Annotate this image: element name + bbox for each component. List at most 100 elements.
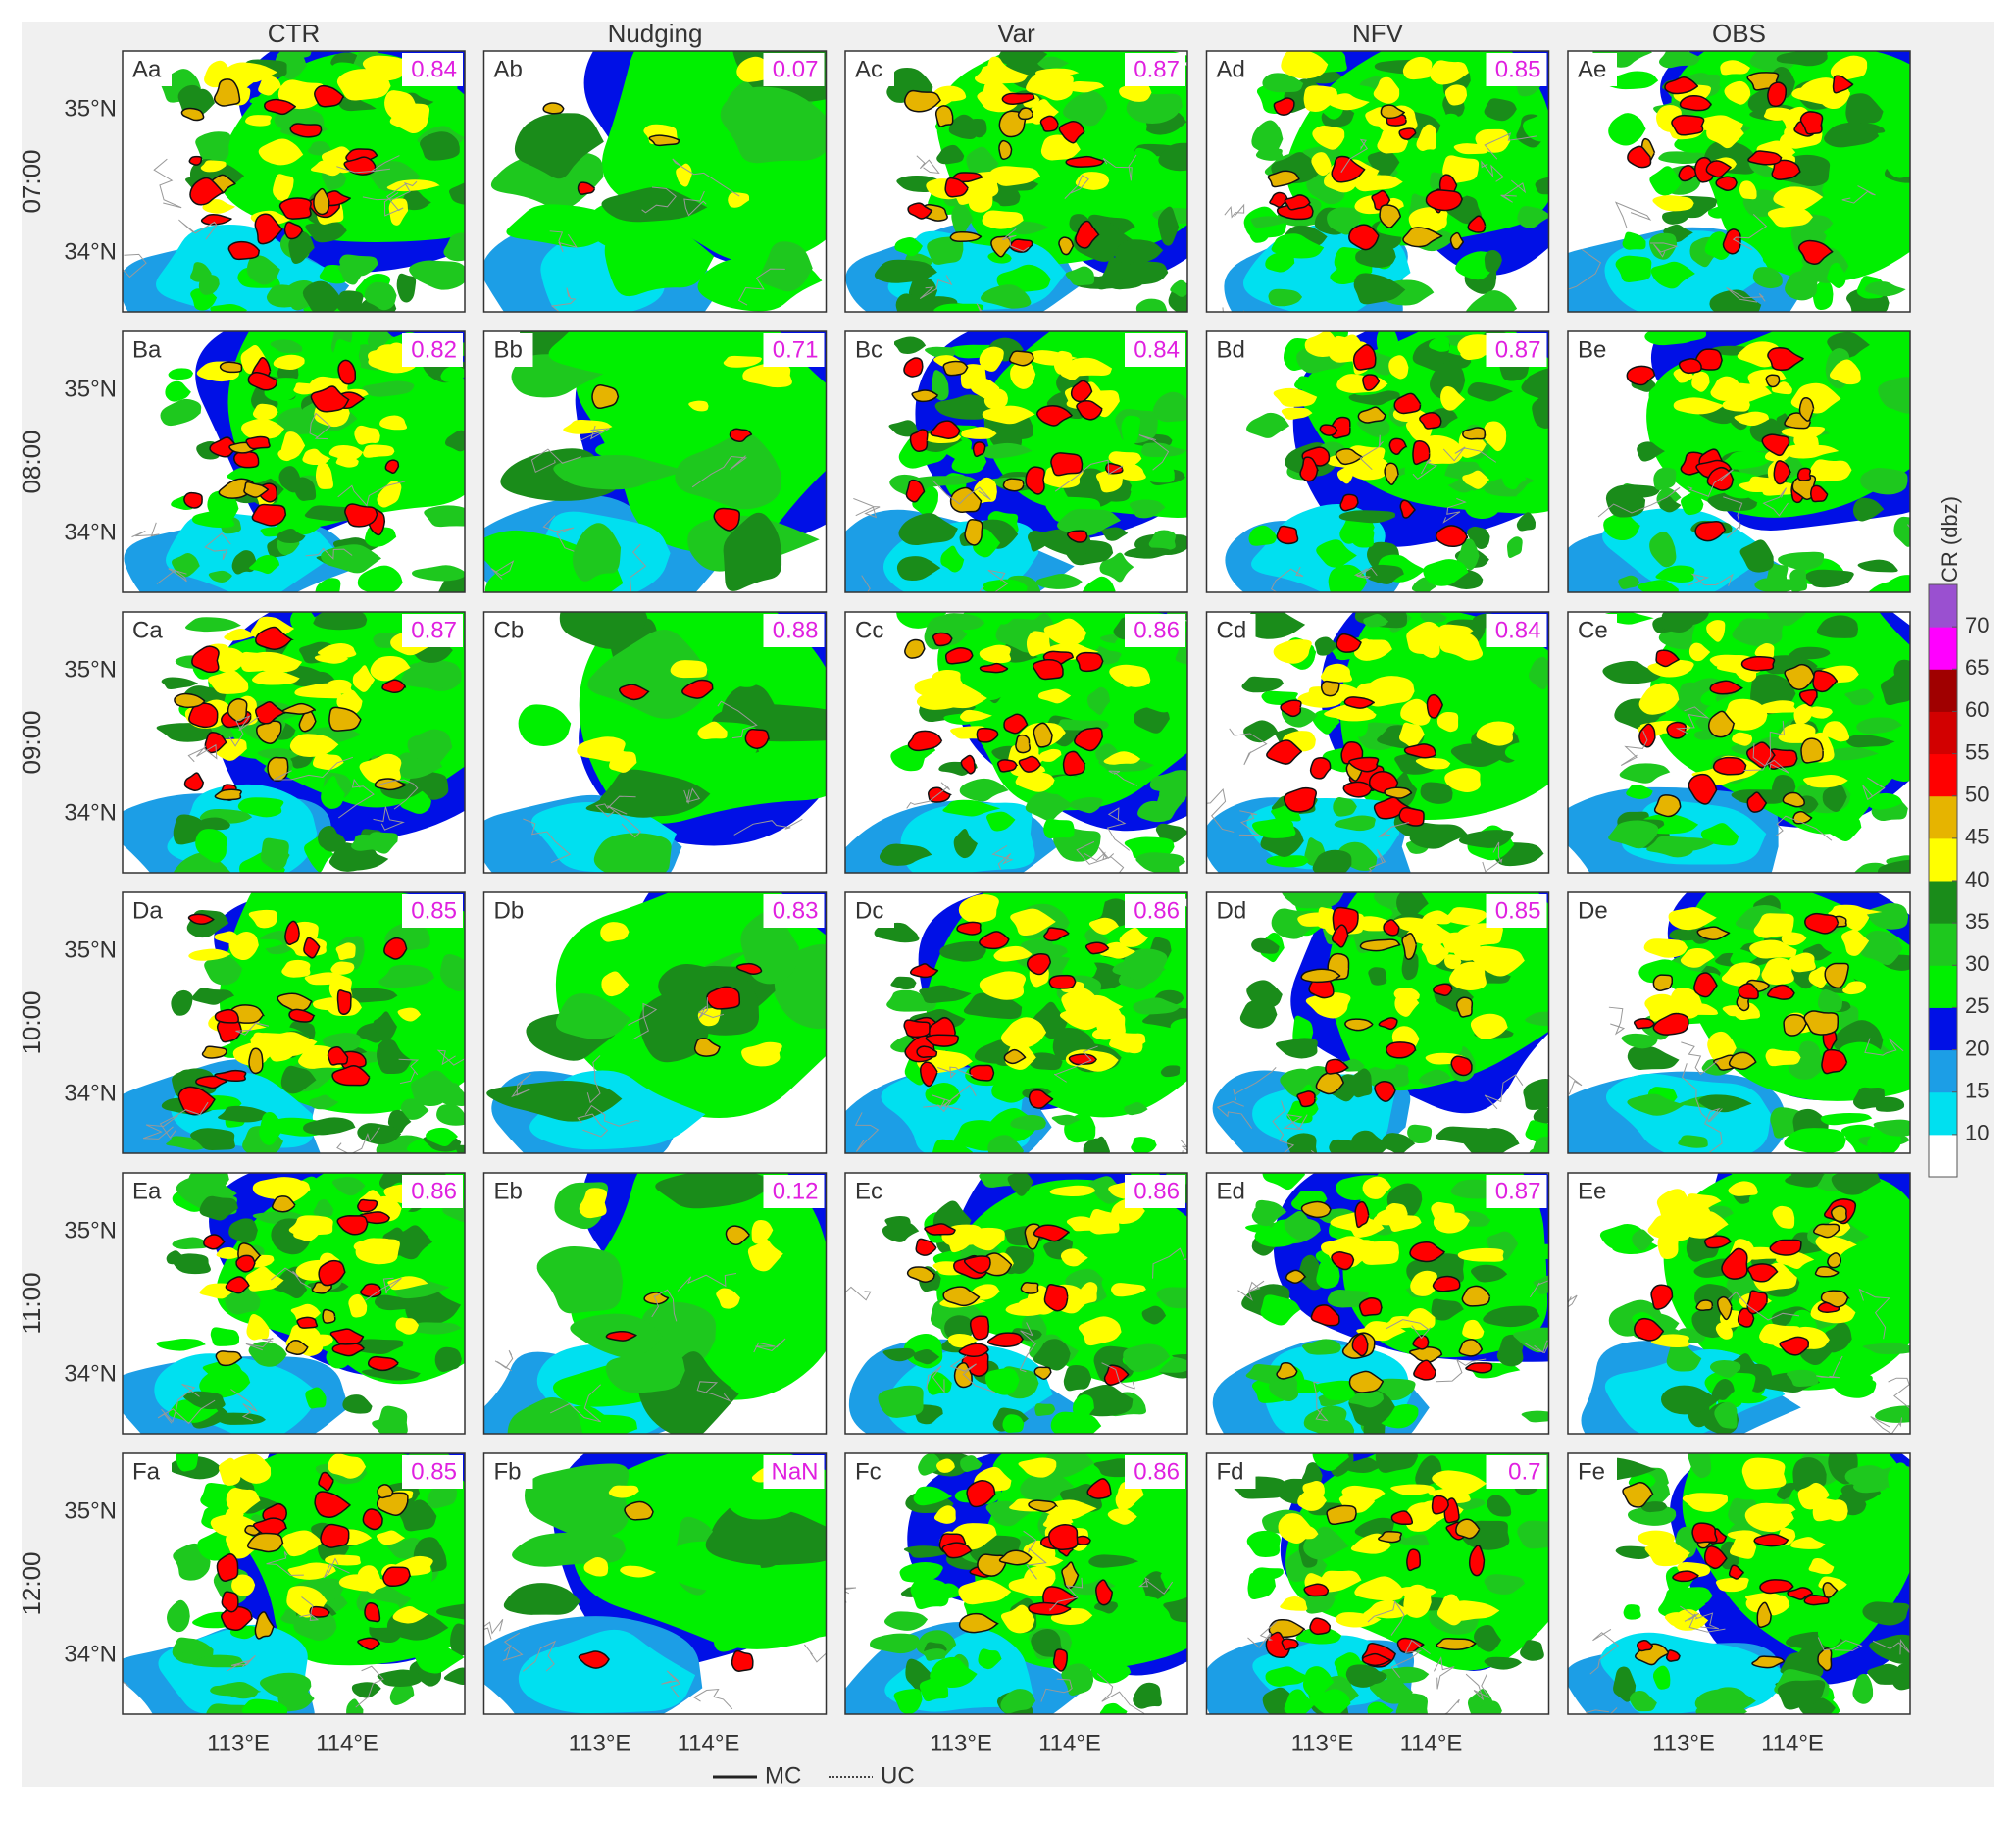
echo-area [1262,73,1304,93]
echo-area [235,1254,256,1273]
score-box [1125,614,1185,647]
echo-area [1246,412,1290,438]
echo-area [1822,783,1847,812]
echo-area [328,845,389,871]
echo-area [434,1346,462,1372]
county-boundary [916,155,940,175]
echo-area [1408,207,1448,233]
score-box [1486,333,1547,367]
echo-area [1867,902,1909,930]
echo-area [1297,912,1339,927]
score: 0.86 [1134,897,1180,924]
county-boundary [1040,1678,1073,1702]
panel-frame [122,1172,466,1435]
echo-area [1652,1665,1671,1690]
echo-area [1638,723,1656,748]
echo-area [414,1640,465,1674]
echo-area [1028,1499,1059,1513]
echo-area [277,992,314,1012]
echo-area [1034,1403,1056,1417]
echo-area [1444,954,1462,970]
county-boundary [266,1551,304,1576]
panel-label: Bc [855,336,882,363]
echo-area [1323,1074,1360,1102]
echo-area [1133,1682,1162,1709]
echo-area [1832,75,1854,94]
echo-area [1399,722,1425,748]
echo-area [958,893,999,923]
echo-area [1422,910,1453,925]
panel-label-box [1570,333,1617,367]
echo-area [407,729,453,768]
echo-area [729,428,753,442]
echo-area [1506,150,1544,184]
echo-area [514,113,604,179]
echo-area [1409,822,1469,849]
colorbar-tick-label: 60 [1965,697,1989,722]
echo-area [735,962,763,976]
echo-area [1027,531,1052,552]
row-time-label: 11:00 [17,1272,46,1334]
echo-area [1248,525,1278,546]
echo-area [601,971,630,997]
echo-area [318,1471,335,1492]
echo-area [214,1069,247,1082]
county-boundary [1726,286,1766,303]
panel-label-box [1570,1455,1617,1489]
county-boundary [365,1277,402,1301]
county-boundary [270,1267,312,1289]
echo-area [215,1682,259,1699]
echo-area [255,720,282,744]
score-box [402,1455,463,1489]
lon-label: 113°E [207,1730,270,1756]
echo-area [1060,1248,1088,1267]
echo-area [1602,660,1665,684]
echo-area [1348,756,1380,773]
echo-area [980,442,1033,459]
echo-area [1333,797,1357,817]
echo-area [1262,1173,1306,1191]
echo-area [1523,1079,1549,1110]
echo-area [1664,1612,1693,1627]
echo-area [1504,741,1549,761]
echo-area [1064,631,1085,643]
county-boundary [1888,1377,1910,1413]
echo-area [364,1601,381,1623]
echo-area [1276,1362,1298,1380]
echo-area [440,366,465,382]
map-panel [123,1173,465,1434]
county-boundary [1728,1291,1800,1321]
echo-area [1052,1648,1068,1672]
echo-area [984,1368,1020,1395]
echo-area [903,89,941,113]
echo-area [1413,1359,1437,1381]
echo-area [1803,1010,1840,1036]
echo-area [1652,195,1694,212]
echo-area [1246,1530,1281,1557]
score: 0.85 [411,897,457,924]
echo-area [1341,1485,1386,1503]
echo-area [183,772,205,791]
echo-area [720,86,827,164]
county-boundary [661,1670,681,1697]
echo-area [1444,907,1487,926]
echo-area [161,677,199,689]
echo-area [1840,929,1870,956]
echo-area [216,1553,239,1582]
echo-area [1301,1462,1323,1488]
echo-area [1025,466,1045,495]
county-boundary [1482,841,1503,873]
map-panel [483,612,827,873]
echo-area [314,84,345,108]
echo-area [1513,1327,1549,1353]
echo-area [1001,92,1035,105]
echo-area [314,1491,351,1518]
county-boundary [1481,160,1504,182]
panel-frame [1567,611,1911,874]
lon-label: 114°E [1761,1730,1824,1756]
echo-area [1782,444,1840,459]
echo-area [1087,1136,1111,1153]
echo-area [919,985,972,1004]
echo-area [1378,1530,1402,1544]
panel-label-box [1570,53,1617,86]
